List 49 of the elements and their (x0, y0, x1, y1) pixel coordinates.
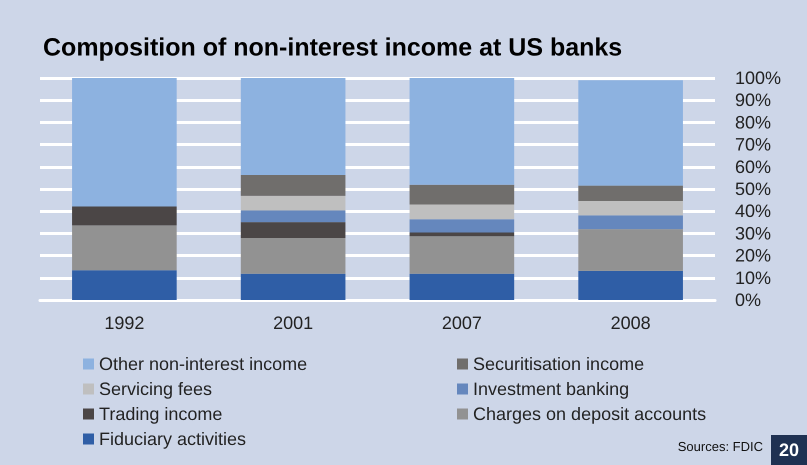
bar (72, 206, 177, 226)
bar (240, 78, 346, 176)
bar (240, 222, 346, 238)
legend-label: Investment banking (473, 379, 630, 399)
bar (240, 210, 346, 222)
y-tick-label: 10% (735, 268, 772, 288)
x-tick-label: 2008 (610, 313, 651, 333)
x-tick-label: 1992 (104, 313, 144, 333)
bar (72, 78, 177, 207)
y-tick-label: 30% (735, 223, 772, 244)
bar (410, 204, 514, 220)
legend-label: Fiduciary activities (99, 429, 246, 449)
bar (72, 270, 177, 300)
y-tick-label: 20% (735, 246, 772, 266)
legend-label: Servicing fees (99, 379, 212, 399)
bar (240, 175, 346, 196)
bar (240, 274, 346, 300)
text: 20 (778, 440, 800, 460)
bar (410, 219, 514, 233)
y-tick-label: 50% (735, 179, 772, 199)
bar (240, 196, 346, 211)
y-tick-label: 90% (735, 90, 772, 110)
y-tick-label: 70% (735, 134, 772, 155)
bar (578, 215, 683, 230)
bar (72, 225, 177, 270)
bar (578, 270, 683, 300)
bar (240, 238, 346, 274)
bar (410, 232, 514, 236)
y-tick-label: 60% (735, 156, 772, 177)
source-note: Sources: FDIC (678, 439, 764, 454)
x-tick-label: 2007 (442, 313, 482, 333)
bar (578, 80, 683, 186)
bar (578, 200, 683, 216)
legend-label: Securitisation income (473, 354, 644, 374)
legend-label: Other non-interest income (99, 354, 308, 374)
y-tick-label: 100% (735, 68, 782, 88)
bar (410, 274, 514, 300)
bar (410, 78, 514, 185)
bar (578, 229, 683, 271)
y-tick-label: 80% (735, 112, 772, 132)
bar (410, 184, 514, 205)
legend-label: Trading income (99, 404, 222, 424)
chart-title: Composition of non-interest income at US banks (43, 34, 622, 62)
x-tick-label: 2001 (273, 313, 314, 333)
legend-label: Charges on deposit accounts (473, 404, 706, 424)
bar (578, 186, 683, 201)
bar (410, 236, 514, 274)
y-tick-label: 0% (735, 290, 762, 310)
y-tick-label: 40% (735, 201, 772, 222)
